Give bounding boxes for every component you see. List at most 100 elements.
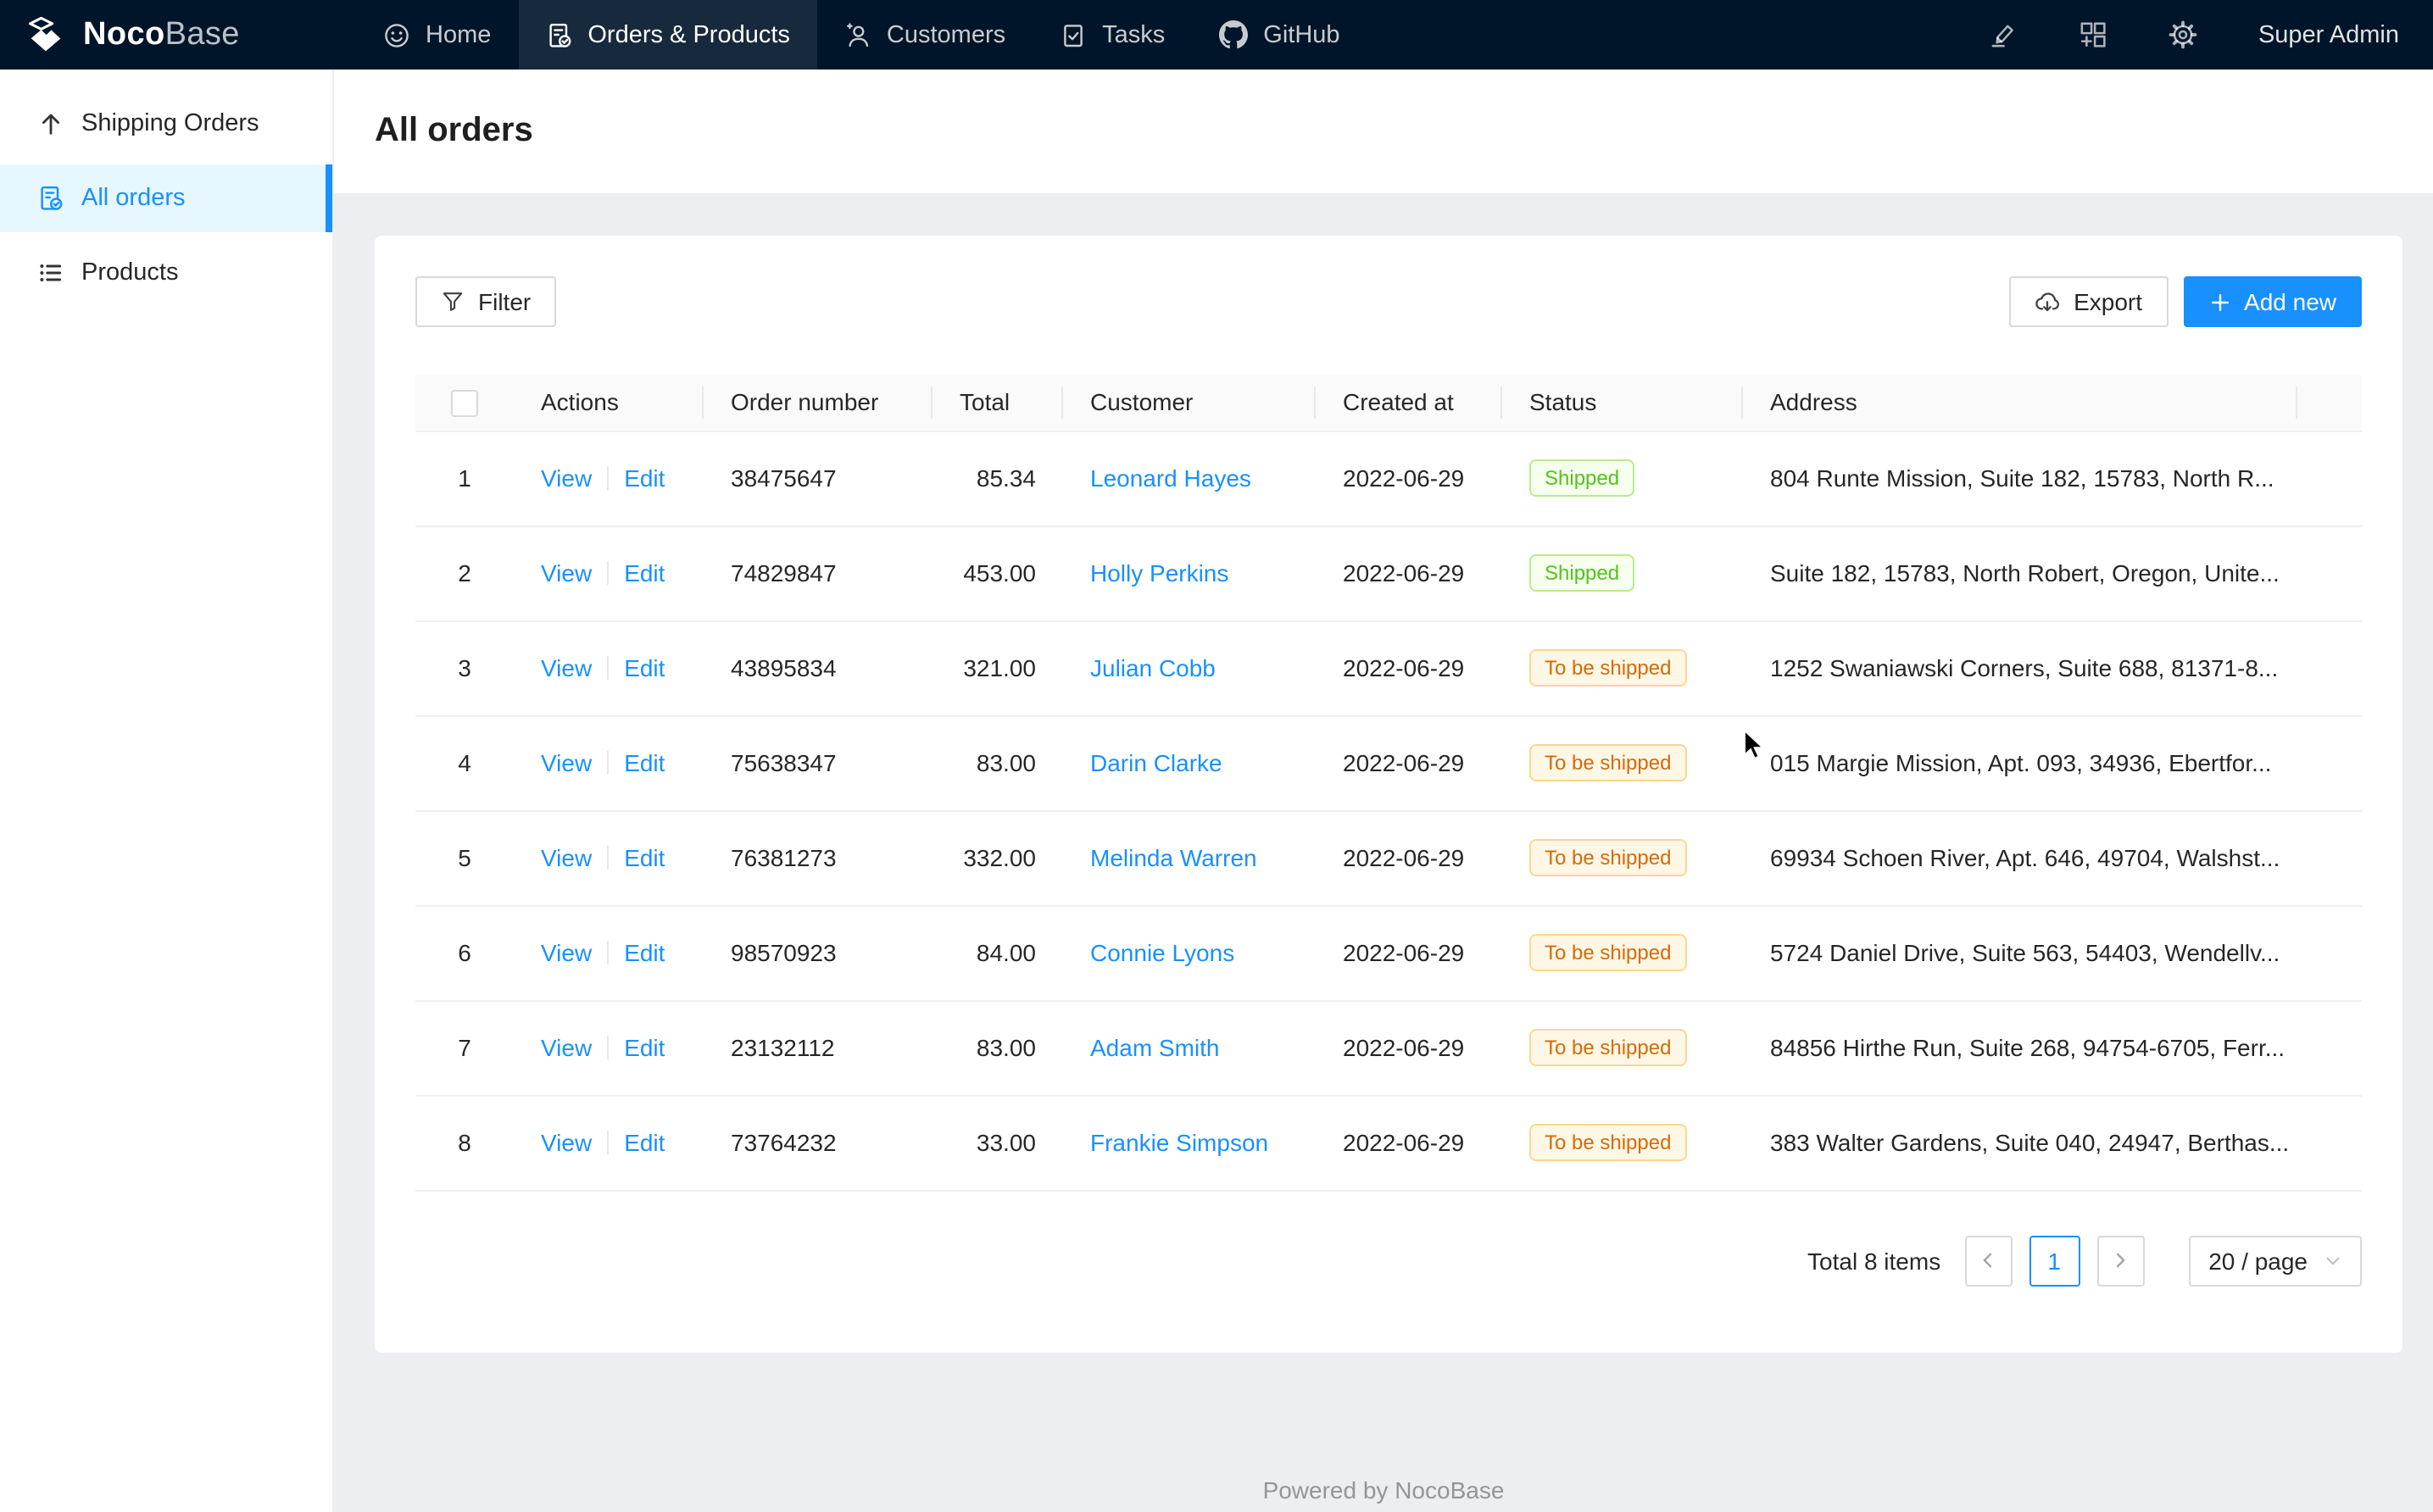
edit-link[interactable]: Edit <box>624 749 665 776</box>
filter-icon <box>441 290 465 314</box>
status-cell: To be shipped <box>1502 1095 1743 1191</box>
view-link[interactable]: View <box>541 844 593 871</box>
edit-link[interactable]: Edit <box>624 654 665 681</box>
arrow-up-icon <box>37 110 64 137</box>
customer-link[interactable]: Frankie Simpson <box>1090 1129 1269 1156</box>
sidebar-item-products[interactable]: Products <box>0 239 332 307</box>
unordered-list-icon <box>37 259 64 286</box>
column-header-created-at: Created at <box>1316 375 1502 431</box>
view-link[interactable]: View <box>541 654 593 681</box>
row-index: 2 <box>415 525 514 621</box>
order-number-cell: 43895834 <box>704 620 933 716</box>
customer-link[interactable]: Holly Perkins <box>1090 559 1229 586</box>
status-cell: To be shipped <box>1502 715 1743 811</box>
sidebar-item-all-orders[interactable]: All orders <box>0 164 332 232</box>
status-cell: Shipped <box>1502 525 1743 621</box>
customer-link[interactable]: Adam Smith <box>1090 1034 1220 1061</box>
carry-out-icon <box>1060 21 1087 48</box>
sidebar-item-label: Products <box>81 259 179 286</box>
total-cell: 85.34 <box>933 431 1063 526</box>
created-at-cell: 2022-06-29 <box>1316 715 1502 811</box>
edit-link[interactable]: Edit <box>624 844 665 871</box>
table-row: 4 View Edit 75638347 83.00 Darin Clarke 2022-0… <box>415 715 2362 811</box>
appstore-add-icon[interactable] <box>2079 20 2107 49</box>
top-menu: Home Orders & Products <box>356 0 1367 69</box>
page-number-button[interactable]: 1 <box>2029 1235 2080 1286</box>
row-actions: View Edit <box>514 715 704 811</box>
address-cell: 1252 Swaniawski Corners, Suite 688, 8137… <box>1743 620 2297 716</box>
table-row: 2 View Edit 74829847 453.00 Holly Perkins 2022… <box>415 525 2362 621</box>
customer-link[interactable]: Melinda Warren <box>1090 844 1257 871</box>
address-cell: 5724 Daniel Drive, Suite 563, 54403, Wen… <box>1743 905 2297 1001</box>
status-badge: To be shipped <box>1529 839 1687 876</box>
filter-button[interactable]: Filter <box>415 276 557 327</box>
action-divider <box>607 1036 610 1059</box>
select-all-checkbox[interactable] <box>451 389 478 417</box>
nav-item-orders-products[interactable]: Orders & Products <box>518 0 817 69</box>
highlight-icon[interactable] <box>1989 20 2018 49</box>
nocobase-logo: NocoBase <box>0 0 356 69</box>
edit-link[interactable]: Edit <box>624 1034 665 1061</box>
total-cell: 84.00 <box>933 905 1063 1001</box>
table-row: 5 View Edit 76381273 332.00 Melinda Warren 202… <box>415 810 2362 906</box>
order-number-cell: 75638347 <box>704 715 933 811</box>
status-cell: To be shipped <box>1502 905 1743 1001</box>
view-link[interactable]: View <box>541 559 593 586</box>
user-menu[interactable]: Super Admin <box>2258 21 2399 48</box>
row-index: 1 <box>415 431 514 526</box>
created-at-cell: 2022-06-29 <box>1316 620 1502 716</box>
created-at-cell: 2022-06-29 <box>1316 810 1502 906</box>
page-size-select[interactable]: 20 / page <box>2188 1235 2362 1286</box>
sidebar-item-shipping-orders[interactable]: Shipping Orders <box>0 90 332 158</box>
action-divider <box>607 751 610 775</box>
file-done-icon <box>37 185 64 212</box>
customer-link[interactable]: Connie Lyons <box>1090 939 1235 966</box>
created-at-cell: 2022-06-29 <box>1316 525 1502 621</box>
table-header: Actions Order number Total Customer Crea… <box>415 375 2362 431</box>
table-row: 1 View Edit 38475647 85.34 Leonard Hayes 2022-… <box>415 431 2362 526</box>
logo-text: NocoBase <box>83 16 240 52</box>
table-body: 1 View Edit 38475647 85.34 Leonard Hayes 2022-… <box>415 431 2362 1191</box>
edit-link[interactable]: Edit <box>624 464 665 492</box>
nav-item-github[interactable]: GitHub <box>1192 0 1367 69</box>
customer-link[interactable]: Leonard Hayes <box>1090 464 1251 492</box>
column-header-customer: Customer <box>1063 375 1316 431</box>
row-index: 7 <box>415 1000 514 1096</box>
setting-icon[interactable] <box>2169 20 2197 49</box>
spacer-cell <box>2297 620 2362 716</box>
nav-item-tasks[interactable]: Tasks <box>1033 0 1192 69</box>
view-link[interactable]: View <box>541 749 593 776</box>
view-link[interactable]: View <box>541 464 593 492</box>
status-cell: To be shipped <box>1502 1000 1743 1096</box>
customer-cell: Darin Clarke <box>1063 715 1316 811</box>
status-cell: Shipped <box>1502 431 1743 526</box>
plus-icon <box>2208 291 2230 313</box>
page-title: All orders <box>375 112 533 149</box>
export-button[interactable]: Export <box>2009 276 2169 327</box>
nav-item-customers[interactable]: Customers <box>817 0 1033 69</box>
nav-item-home[interactable]: Home <box>356 0 518 69</box>
status-cell: To be shipped <box>1502 620 1743 716</box>
customer-link[interactable]: Julian Cobb <box>1090 654 1216 681</box>
view-link[interactable]: View <box>541 1034 593 1061</box>
table-row: 7 View Edit 23132112 83.00 Adam Smith 2022-06-… <box>415 1000 2362 1096</box>
row-actions: View Edit <box>514 905 704 1001</box>
spacer-cell <box>2297 1095 2362 1191</box>
next-page-button[interactable] <box>2096 1235 2145 1286</box>
view-link[interactable]: View <box>541 939 593 966</box>
nocobase-logo-icon <box>24 13 68 57</box>
table-toolbar: Filter Export <box>415 276 2362 327</box>
prev-page-button[interactable] <box>1964 1235 2013 1286</box>
view-link[interactable]: View <box>541 1129 593 1156</box>
order-number-cell: 38475647 <box>704 431 933 526</box>
created-at-cell: 2022-06-29 <box>1316 1000 1502 1096</box>
customer-link[interactable]: Darin Clarke <box>1090 749 1222 776</box>
add-new-button[interactable]: Add new <box>2183 276 2362 327</box>
edit-link[interactable]: Edit <box>624 1129 665 1156</box>
edit-link[interactable]: Edit <box>624 939 665 966</box>
edit-link[interactable]: Edit <box>624 559 665 586</box>
pagination-total: Total 8 items <box>1807 1247 1941 1274</box>
sidebar-item-label: Shipping Orders <box>81 110 259 137</box>
column-header-spacer <box>2297 375 2362 431</box>
spacer-cell <box>2297 431 2362 526</box>
